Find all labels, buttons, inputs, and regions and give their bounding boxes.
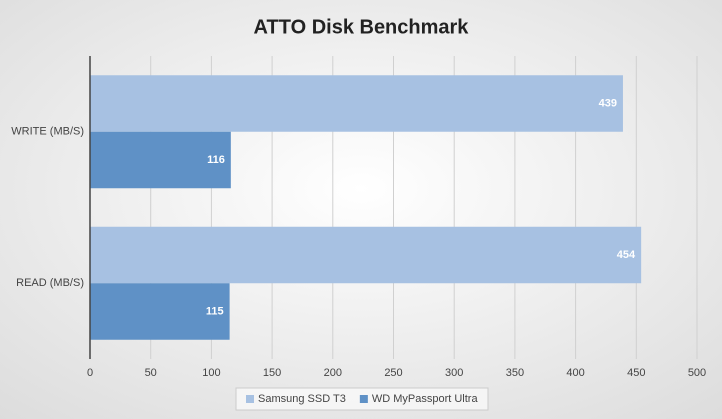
legend-label: WD MyPassport Ultra	[372, 393, 479, 405]
x-tick-label: 100	[202, 367, 220, 379]
x-tick-label: 450	[627, 367, 645, 379]
y-tick-label: READ (MB/S)	[16, 277, 84, 289]
x-tick-label: 250	[384, 367, 402, 379]
bar	[90, 226, 642, 284]
x-tick-label: 50	[145, 367, 157, 379]
data-label: 115	[206, 305, 224, 317]
legend-swatch	[359, 395, 368, 403]
bar	[90, 75, 623, 132]
x-tick-label: 150	[263, 367, 281, 379]
plot	[90, 75, 642, 340]
data-label: 116	[207, 154, 225, 166]
legend-swatch	[246, 395, 254, 403]
legend-label: Samsung SSD T3	[258, 393, 346, 405]
chart-title: ATTO Disk Benchmark	[254, 16, 470, 38]
x-tick-label: 200	[324, 367, 342, 379]
x-tick-label: 350	[506, 367, 524, 379]
data-label: 454	[617, 249, 636, 261]
x-tick-label: 300	[445, 367, 463, 379]
bar	[90, 283, 230, 340]
x-tick-label: 500	[688, 367, 706, 379]
data-label: 439	[599, 97, 617, 109]
bar	[90, 131, 231, 189]
x-tick-label: 400	[566, 367, 584, 379]
x-tick-label: 0	[87, 367, 93, 379]
y-tick-label: WRITE (MB/S)	[11, 126, 84, 138]
